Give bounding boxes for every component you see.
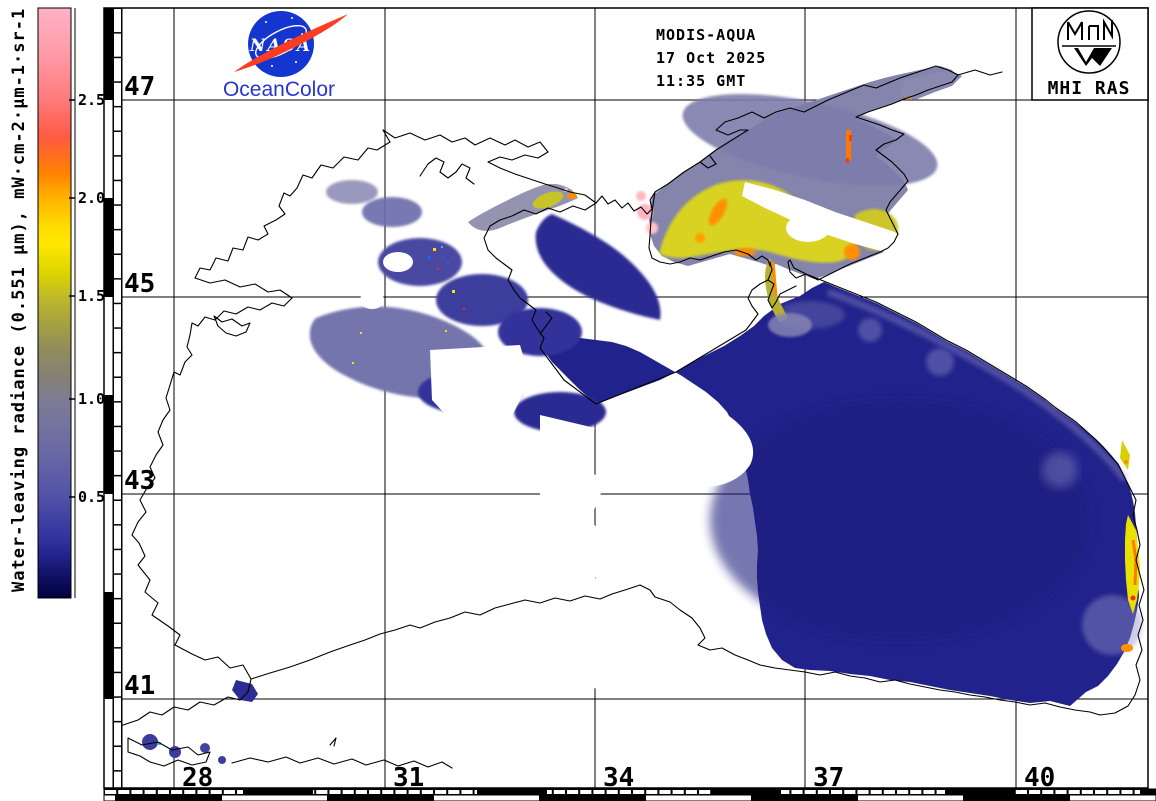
colorbar-gradient xyxy=(37,7,72,599)
colorbar-tick-0-5: 0.5 xyxy=(78,488,105,506)
basin-core-darker xyxy=(710,400,1090,640)
nasa-orbit-ellipse xyxy=(255,24,307,60)
nw-shelf-data xyxy=(309,180,661,432)
lat-label-47: 47 xyxy=(124,72,155,102)
colorbar-tick-marks xyxy=(69,99,75,498)
coastline-layer xyxy=(113,65,1145,769)
nasa-oceancolor-logo: NASA OceanColor xyxy=(223,11,348,101)
colorbar-tick-2-0: 2.0 xyxy=(78,189,105,207)
colorbar-title: Water-leaving radiance (0.551 μm), mW·cm… xyxy=(9,8,29,592)
header-satellite: MODIS-AQUA xyxy=(656,26,756,44)
header-date: 17 Oct 2025 xyxy=(656,49,766,67)
radiance-data-layer xyxy=(142,66,1142,764)
mhi-wave-triangles-icon xyxy=(1064,48,1112,66)
coastline-azov xyxy=(595,65,1003,215)
lon-label-40: 40 xyxy=(1024,763,1055,793)
colorbar: 2.5 2.0 1.5 1.0 0.5 Water-leaving radian… xyxy=(9,7,105,599)
lat-label-41: 41 xyxy=(124,671,155,701)
lat-label-43: 43 xyxy=(124,466,155,496)
coastline-northwest xyxy=(194,129,391,279)
longitude-ruler-coarse-black-runs xyxy=(115,795,1070,801)
map-border-rulers xyxy=(103,7,1156,801)
nasa-swoosh-icon xyxy=(234,14,348,72)
cloud-mask-layer xyxy=(360,182,905,692)
coordinate-labels: 47 45 43 41 28 31 34 37 40 xyxy=(124,72,1055,793)
taganrog-bay-fill xyxy=(900,70,962,100)
oceancolor-wordmark: OceanColor xyxy=(223,78,335,101)
coastline-crimea xyxy=(483,202,797,405)
lon-label-37: 37 xyxy=(813,763,844,793)
coastline-anatolia-caucasus xyxy=(250,261,1145,716)
lon-label-31: 31 xyxy=(393,763,424,793)
lat-label-45: 45 xyxy=(124,269,155,299)
mhi-logo-circle-icon xyxy=(1057,10,1121,74)
mhi-ras-logo-box: MHI RAS xyxy=(1031,7,1149,101)
mhi-monogram-icon xyxy=(1067,18,1113,40)
colorbar-tick-1-0: 1.0 xyxy=(78,390,105,408)
header-annotation: MODIS-AQUA 17 Oct 2025 11:35 GMT xyxy=(656,26,766,90)
lon-label-34: 34 xyxy=(603,763,634,793)
marmara-data-bits xyxy=(142,680,258,764)
estuary-bloom-yellow xyxy=(532,191,564,209)
basin-eddies xyxy=(775,288,1142,655)
colorbar-tick-2-5: 2.5 xyxy=(78,91,105,109)
mhi-ras-label: MHI RAS xyxy=(1048,78,1131,99)
colorbar-tick-1-5: 1.5 xyxy=(78,287,105,305)
lon-label-28: 28 xyxy=(182,763,213,793)
latitude-ruler-black-bands xyxy=(104,8,113,699)
header-time: 11:35 GMT xyxy=(656,72,746,90)
nasa-logo-stars xyxy=(257,17,303,67)
coastline-marmara xyxy=(113,678,252,729)
estuary-bloom-orange xyxy=(567,193,577,199)
longitude-ruler-fine-black-runs xyxy=(243,790,1156,795)
coastline-danube-delta xyxy=(131,277,293,680)
map-neatline xyxy=(103,7,1149,789)
latitude-ruler-fine-cells xyxy=(112,7,123,789)
shelf-noise-speckles xyxy=(352,246,465,364)
